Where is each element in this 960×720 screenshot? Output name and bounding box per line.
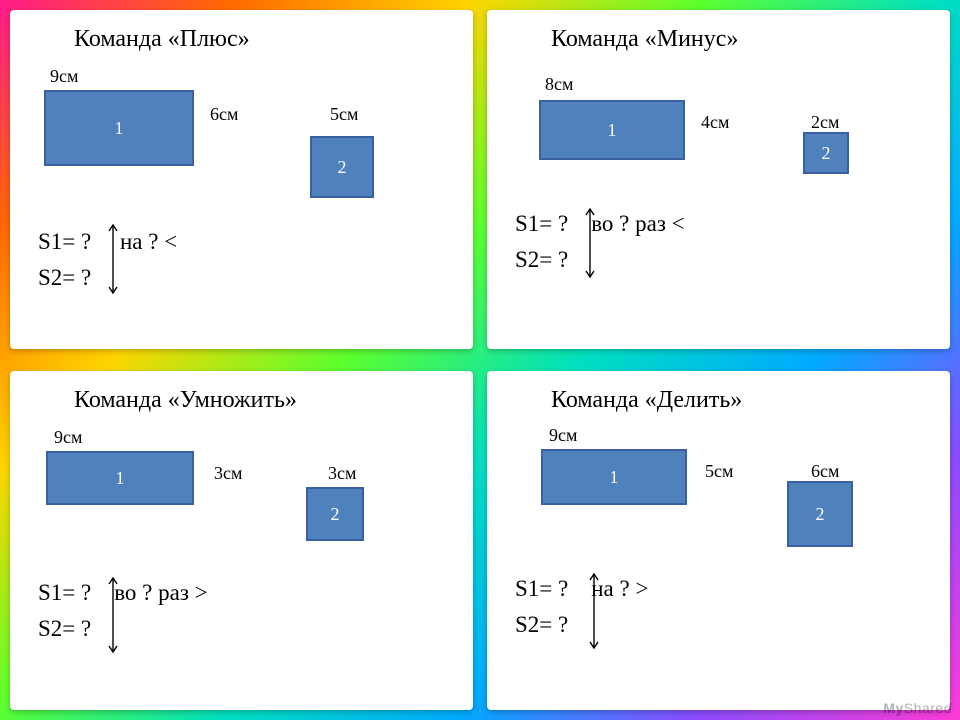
panel-title: Команда «Плюс» — [74, 26, 455, 53]
dimension-top: 9см — [50, 66, 78, 87]
dimension-right: 2см — [811, 112, 839, 133]
watermark-suffix: Shared — [904, 700, 952, 716]
dimension-right: 3см — [328, 463, 356, 484]
equation-2: S2= ? — [515, 242, 685, 278]
rectangle-2-label: 2 — [822, 143, 831, 164]
dimension-top: 8см — [545, 74, 573, 95]
rectangle-1-label: 1 — [608, 120, 617, 141]
panel-1: Команда «Плюс» 9см 6см 5см 1 2 S1= ? на … — [10, 10, 473, 349]
equations: S1= ? на ? > S2= ? — [515, 571, 648, 642]
rectangle-1: 1 — [46, 451, 194, 505]
rectangle-1: 1 — [539, 100, 685, 160]
dimension-right: 5см — [330, 104, 358, 125]
panel-grid: Команда «Плюс» 9см 6см 5см 1 2 S1= ? на … — [0, 0, 960, 720]
rectangle-1-label: 1 — [610, 467, 619, 488]
rectangle-2: 2 — [306, 487, 364, 541]
equations: S1= ? на ? < S2= ? — [38, 224, 177, 295]
dimension-mid: 3см — [214, 463, 242, 484]
equation-1: S1= ? на ? < — [38, 224, 177, 260]
equation-2: S2= ? — [38, 611, 208, 647]
rectangle-1: 1 — [44, 90, 194, 166]
dimension-mid: 5см — [705, 461, 733, 482]
rectangle-1: 1 — [541, 449, 687, 505]
panel-4: Команда «Делить» 9см 5см 6см 1 2 S1= ? н… — [487, 371, 950, 710]
equation-2: S2= ? — [515, 607, 648, 643]
rectangle-2-label: 2 — [816, 504, 825, 525]
rectangle-1-label: 1 — [116, 468, 125, 489]
panel-3: Команда «Умножить» 9см 3см 3см 1 2 S1= ?… — [10, 371, 473, 710]
dimension-top: 9см — [54, 427, 82, 448]
rectangle-2: 2 — [803, 132, 849, 174]
rectangle-2-label: 2 — [331, 504, 340, 525]
watermark: MyShared — [883, 700, 952, 716]
panel-title: Команда «Умножить» — [74, 387, 455, 414]
equations: S1= ? во ? раз < S2= ? — [515, 206, 685, 277]
dimension-mid: 6см — [210, 104, 238, 125]
dimension-right: 6см — [811, 461, 839, 482]
equation-1: S1= ? во ? раз < — [515, 206, 685, 242]
equation-2: S2= ? — [38, 260, 177, 296]
dimension-mid: 4см — [701, 112, 729, 133]
panel-title: Команда «Минус» — [551, 26, 932, 53]
panel-2: Команда «Минус» 8см 4см 2см 1 2 S1= ? во… — [487, 10, 950, 349]
equation-1: S1= ? во ? раз > — [38, 575, 208, 611]
watermark-prefix: My — [883, 700, 903, 716]
rectangle-2-label: 2 — [338, 157, 347, 178]
rectangle-2: 2 — [787, 481, 853, 547]
rectangle-2: 2 — [310, 136, 374, 198]
dimension-top: 9см — [549, 425, 577, 446]
rectangle-1-label: 1 — [115, 118, 124, 139]
equations: S1= ? во ? раз > S2= ? — [38, 575, 208, 646]
panel-title: Команда «Делить» — [551, 387, 932, 414]
equation-1: S1= ? на ? > — [515, 571, 648, 607]
